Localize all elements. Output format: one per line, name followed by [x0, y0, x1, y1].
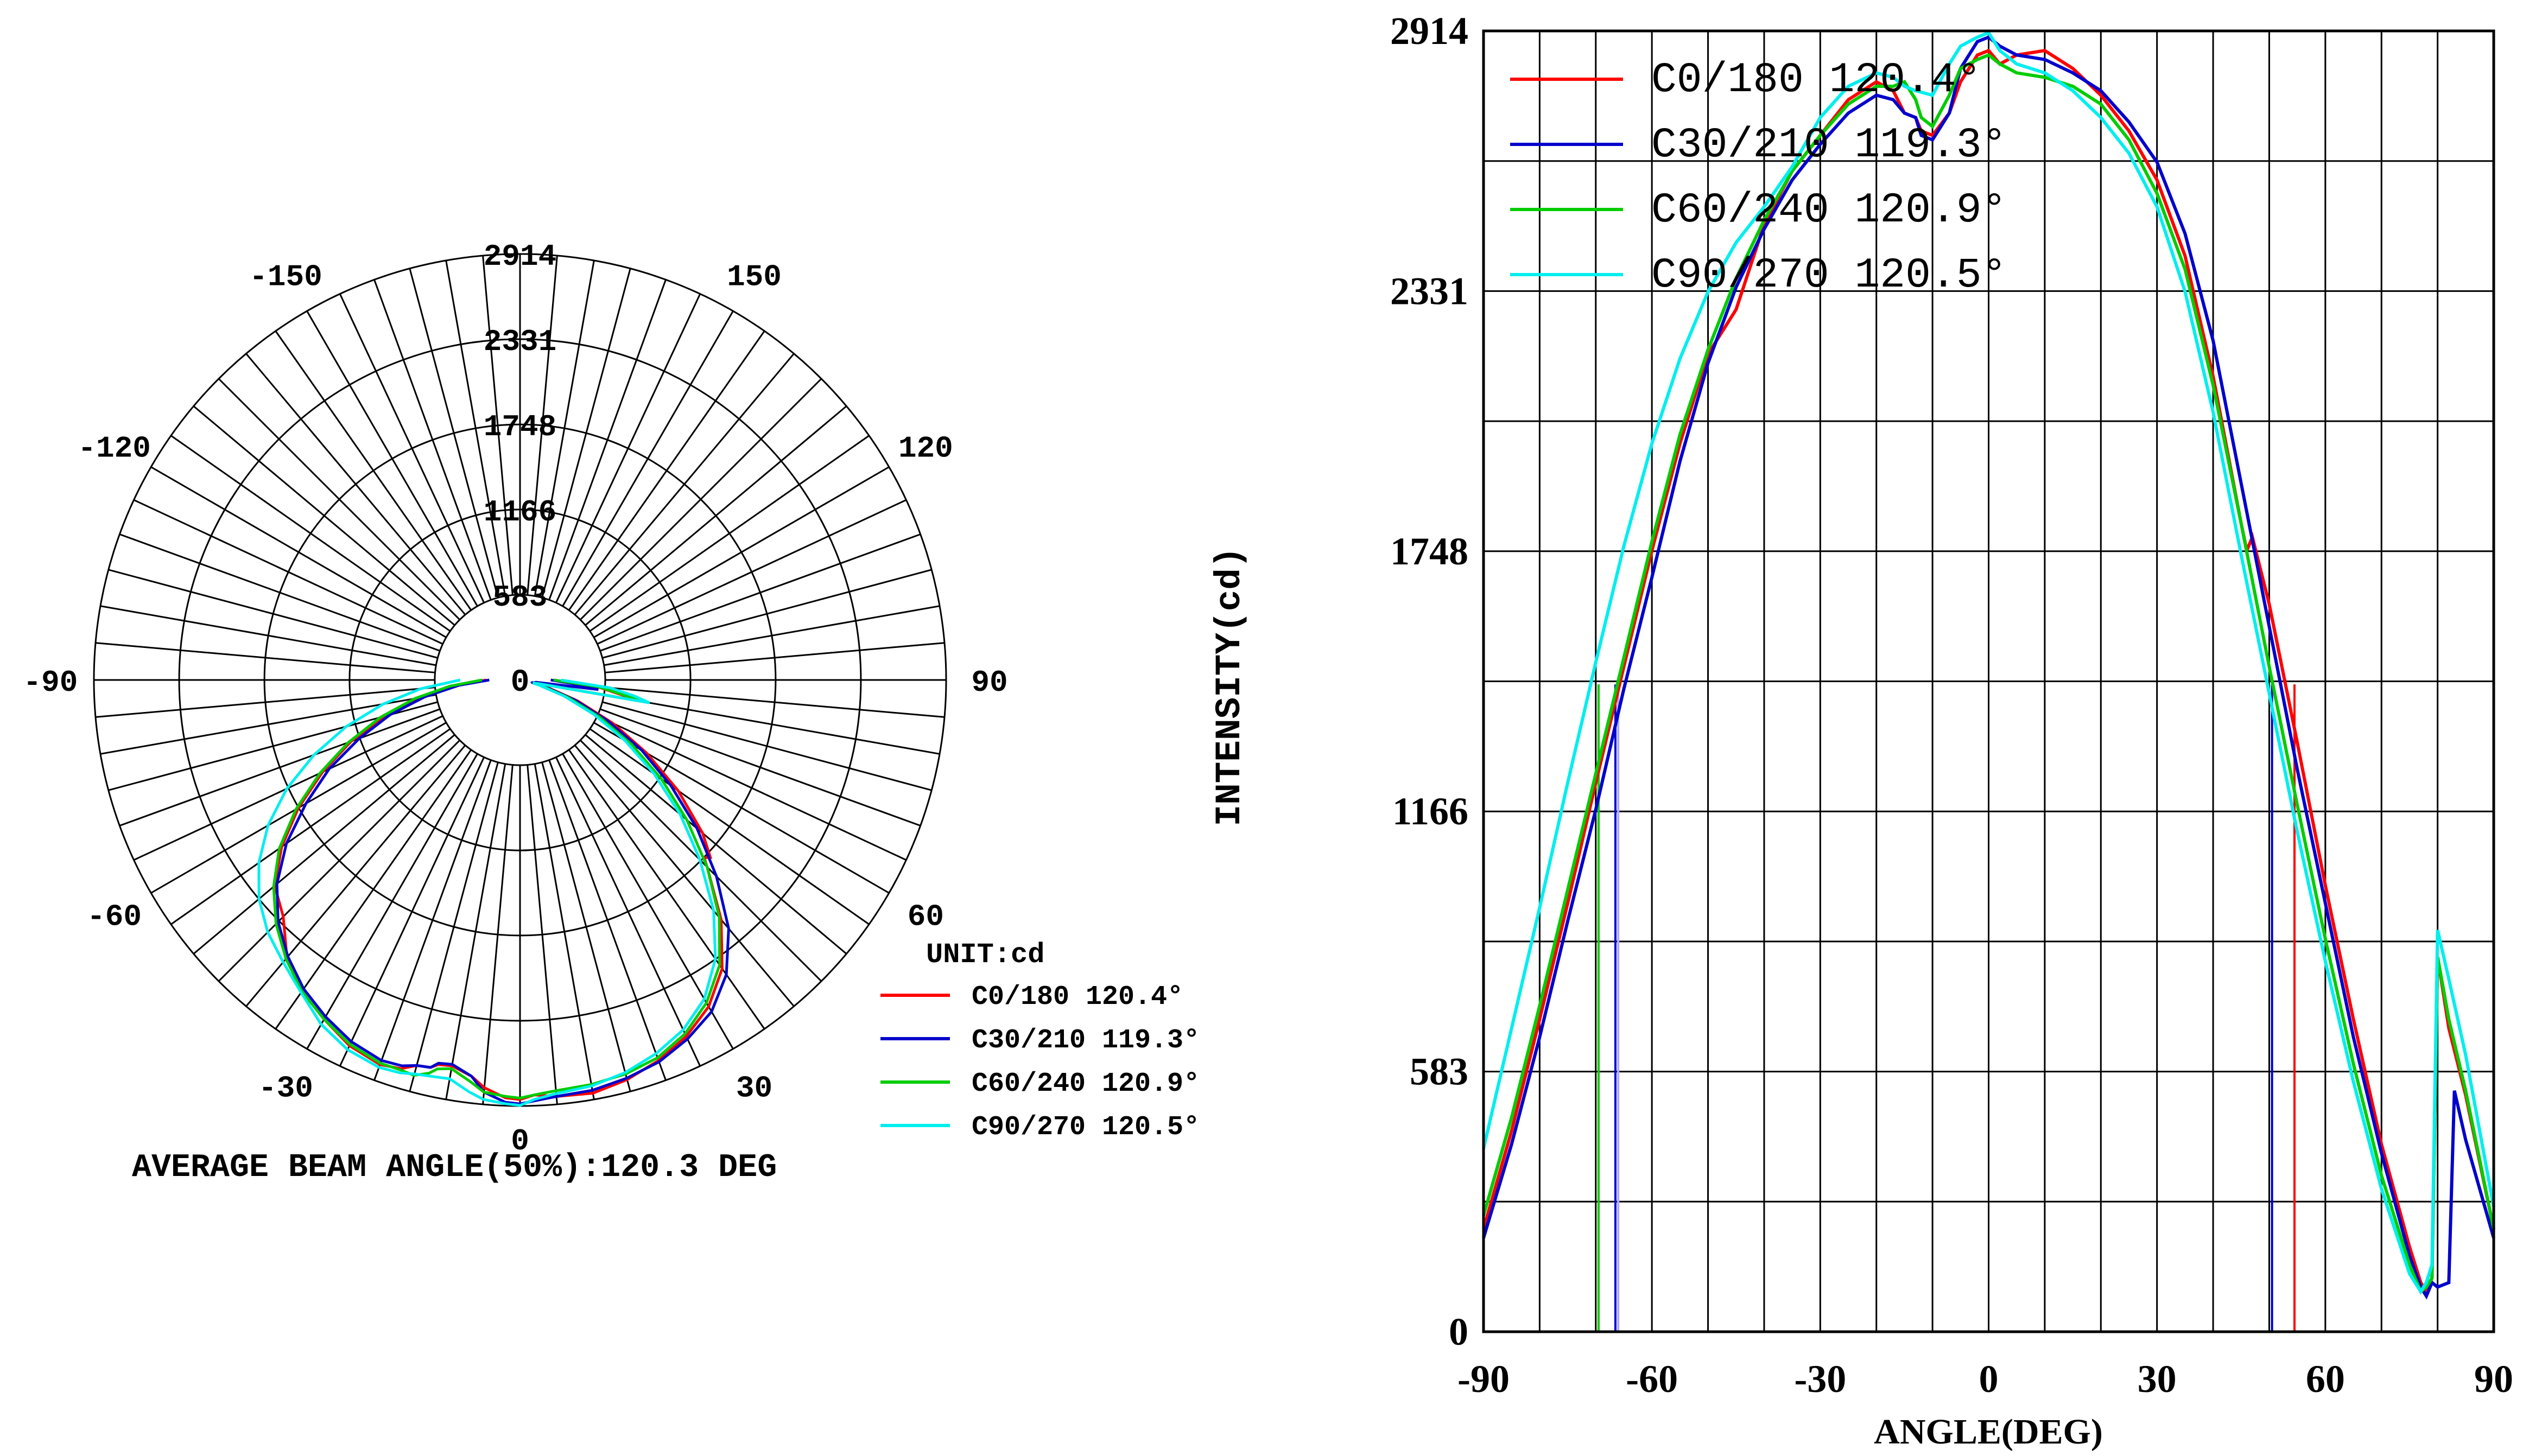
polar-legend-label: C0/180 120.4° — [972, 982, 1183, 1013]
y-axis-label: INTENSITY(cd) — [1209, 547, 1250, 826]
polar-angle-label: 60 — [908, 900, 944, 934]
x-tick-labels: -90 -60 -30 0 30 60 90 — [1457, 1357, 2513, 1401]
line-legend-label: C30/210 119.3° — [1651, 122, 2007, 169]
y-tick-label: 2914 — [1390, 9, 1468, 53]
polar-angle-label: -60 — [87, 900, 142, 934]
polar-ring — [178, 338, 862, 1022]
line-chart-legend: C0/180 120.4° C30/210 119.3° C60/240 120.9… — [1510, 56, 2007, 300]
polar-chart: 583 1166 1748 2331 2914 0 30 60 90 120 150 -30 -60 -9… — [23, 239, 1200, 1186]
polar-angle-label: -150 — [249, 260, 322, 295]
line-chart: 0 583 1166 1748 2331 2914 -90 -60 -30 0 30 60 90 IN… — [1209, 9, 2513, 1452]
line-series — [1482, 30, 2495, 1295]
polar-legend: UNIT:cd C0/180 120.4° C30/210 119.3° C60/2… — [880, 939, 1200, 1143]
polar-angle-label: -120 — [78, 431, 150, 466]
polar-angle-label: 30 — [736, 1071, 772, 1105]
y-tick-label: 583 — [1410, 1050, 1468, 1093]
y-tick-label: 1748 — [1390, 530, 1468, 573]
polar-radial-tick-label: 2331 — [484, 325, 556, 359]
polar-angle-label: -30 — [258, 1071, 313, 1105]
polar-labels: 583 1166 1748 2331 2914 0 30 60 90 120 150 -30 -60 -9… — [23, 239, 1008, 1159]
y-tick-label: 0 — [1449, 1310, 1468, 1353]
polar-angle-label: 120 — [898, 431, 953, 466]
polar-radial-tick-label: 1748 — [484, 410, 556, 444]
line-legend-label: C0/180 120.4° — [1651, 56, 1982, 104]
polar-legend-label: C60/240 120.9° — [972, 1069, 1200, 1099]
line-series — [1482, 53, 2495, 1294]
x-tick-label: 60 — [2306, 1357, 2345, 1401]
polar-radial-tick-label: 2914 — [484, 239, 556, 274]
x-tick-label: 30 — [2138, 1357, 2177, 1401]
y-tick-label: 1166 — [1392, 790, 1468, 833]
x-axis-label: ANGLE(DEG) — [1874, 1412, 2103, 1452]
polar-angle-label: -90 — [23, 665, 78, 700]
y-tick-labels: 0 583 1166 1748 2331 2914 — [1390, 9, 1468, 1353]
polar-series-group — [257, 678, 730, 1107]
polar-footer: AVERAGE BEAM ANGLE(50%):120.3 DEG — [132, 1149, 777, 1186]
polar-grid — [93, 253, 947, 1107]
line-legend-label: C60/240 120.9° — [1651, 187, 2007, 234]
polar-legend-label: C90/270 120.5° — [972, 1112, 1200, 1143]
line-chart-grid — [1484, 31, 2494, 1332]
polar-angle-label: 90 — [971, 665, 1007, 700]
polar-angle-label: 0 — [511, 1124, 529, 1159]
x-tick-label: -60 — [1626, 1357, 1678, 1401]
line-chart-series-group — [1482, 30, 2495, 1300]
polar-legend-label: C30/210 119.3° — [972, 1025, 1200, 1056]
x-tick-label: 90 — [2474, 1357, 2513, 1401]
x-tick-label: 0 — [1979, 1357, 1999, 1401]
polar-radial-tick-label: 1166 — [484, 495, 556, 530]
plot-frame — [1482, 29, 2495, 1333]
polar-ring — [348, 508, 692, 851]
polar-center-label: 0 — [511, 665, 530, 701]
y-tick-label: 2331 — [1390, 270, 1468, 313]
line-legend-label: C90/270 120.5° — [1651, 252, 2007, 300]
polar-radial-tick-label: 583 — [493, 580, 548, 615]
polar-ring — [434, 594, 606, 766]
polar-unit-label: UNIT:cd — [926, 939, 1044, 971]
x-tick-label: -90 — [1457, 1357, 1510, 1401]
polar-ring — [263, 423, 777, 937]
x-tick-label: -30 — [1794, 1357, 1846, 1401]
beam-angle-markers — [1597, 684, 2296, 1332]
polar-series-line — [257, 678, 717, 1107]
polar-angle-label: 150 — [727, 260, 782, 295]
